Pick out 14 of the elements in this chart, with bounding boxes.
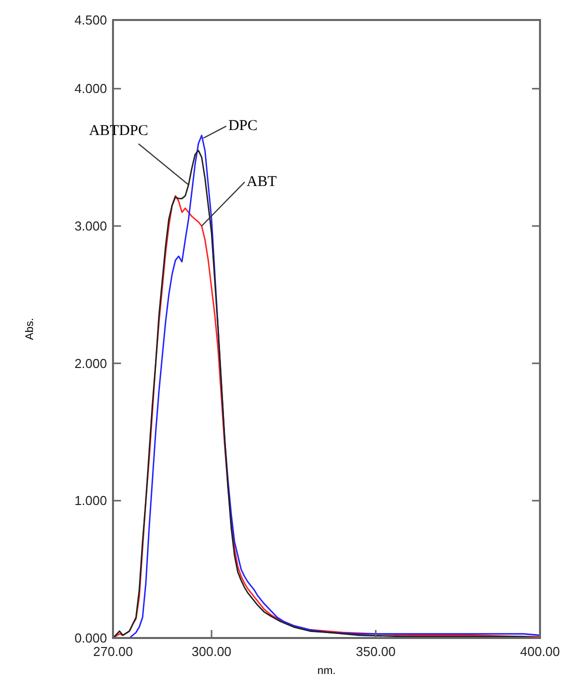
- x-axis-title: nm.: [317, 665, 336, 677]
- y-tick-label: 4.500: [74, 12, 107, 28]
- y-tick-label: 4.000: [74, 81, 107, 96]
- x-tick-label: 300.00: [192, 644, 232, 659]
- y-tick-label: 2.000: [74, 356, 107, 371]
- annotation: DPC: [228, 118, 258, 134]
- y-tick-label: 1.000: [74, 493, 107, 508]
- x-tick-label: 400.00: [520, 644, 560, 659]
- y-tick-label: 0.000: [74, 630, 107, 646]
- x-tick-label: 270.00: [93, 644, 133, 659]
- annotation: ABT: [246, 174, 277, 190]
- x-tick-label: 350.00: [356, 644, 396, 659]
- y-axis-title: Abs.: [24, 318, 36, 340]
- y-tick-label: 3.000: [74, 218, 107, 234]
